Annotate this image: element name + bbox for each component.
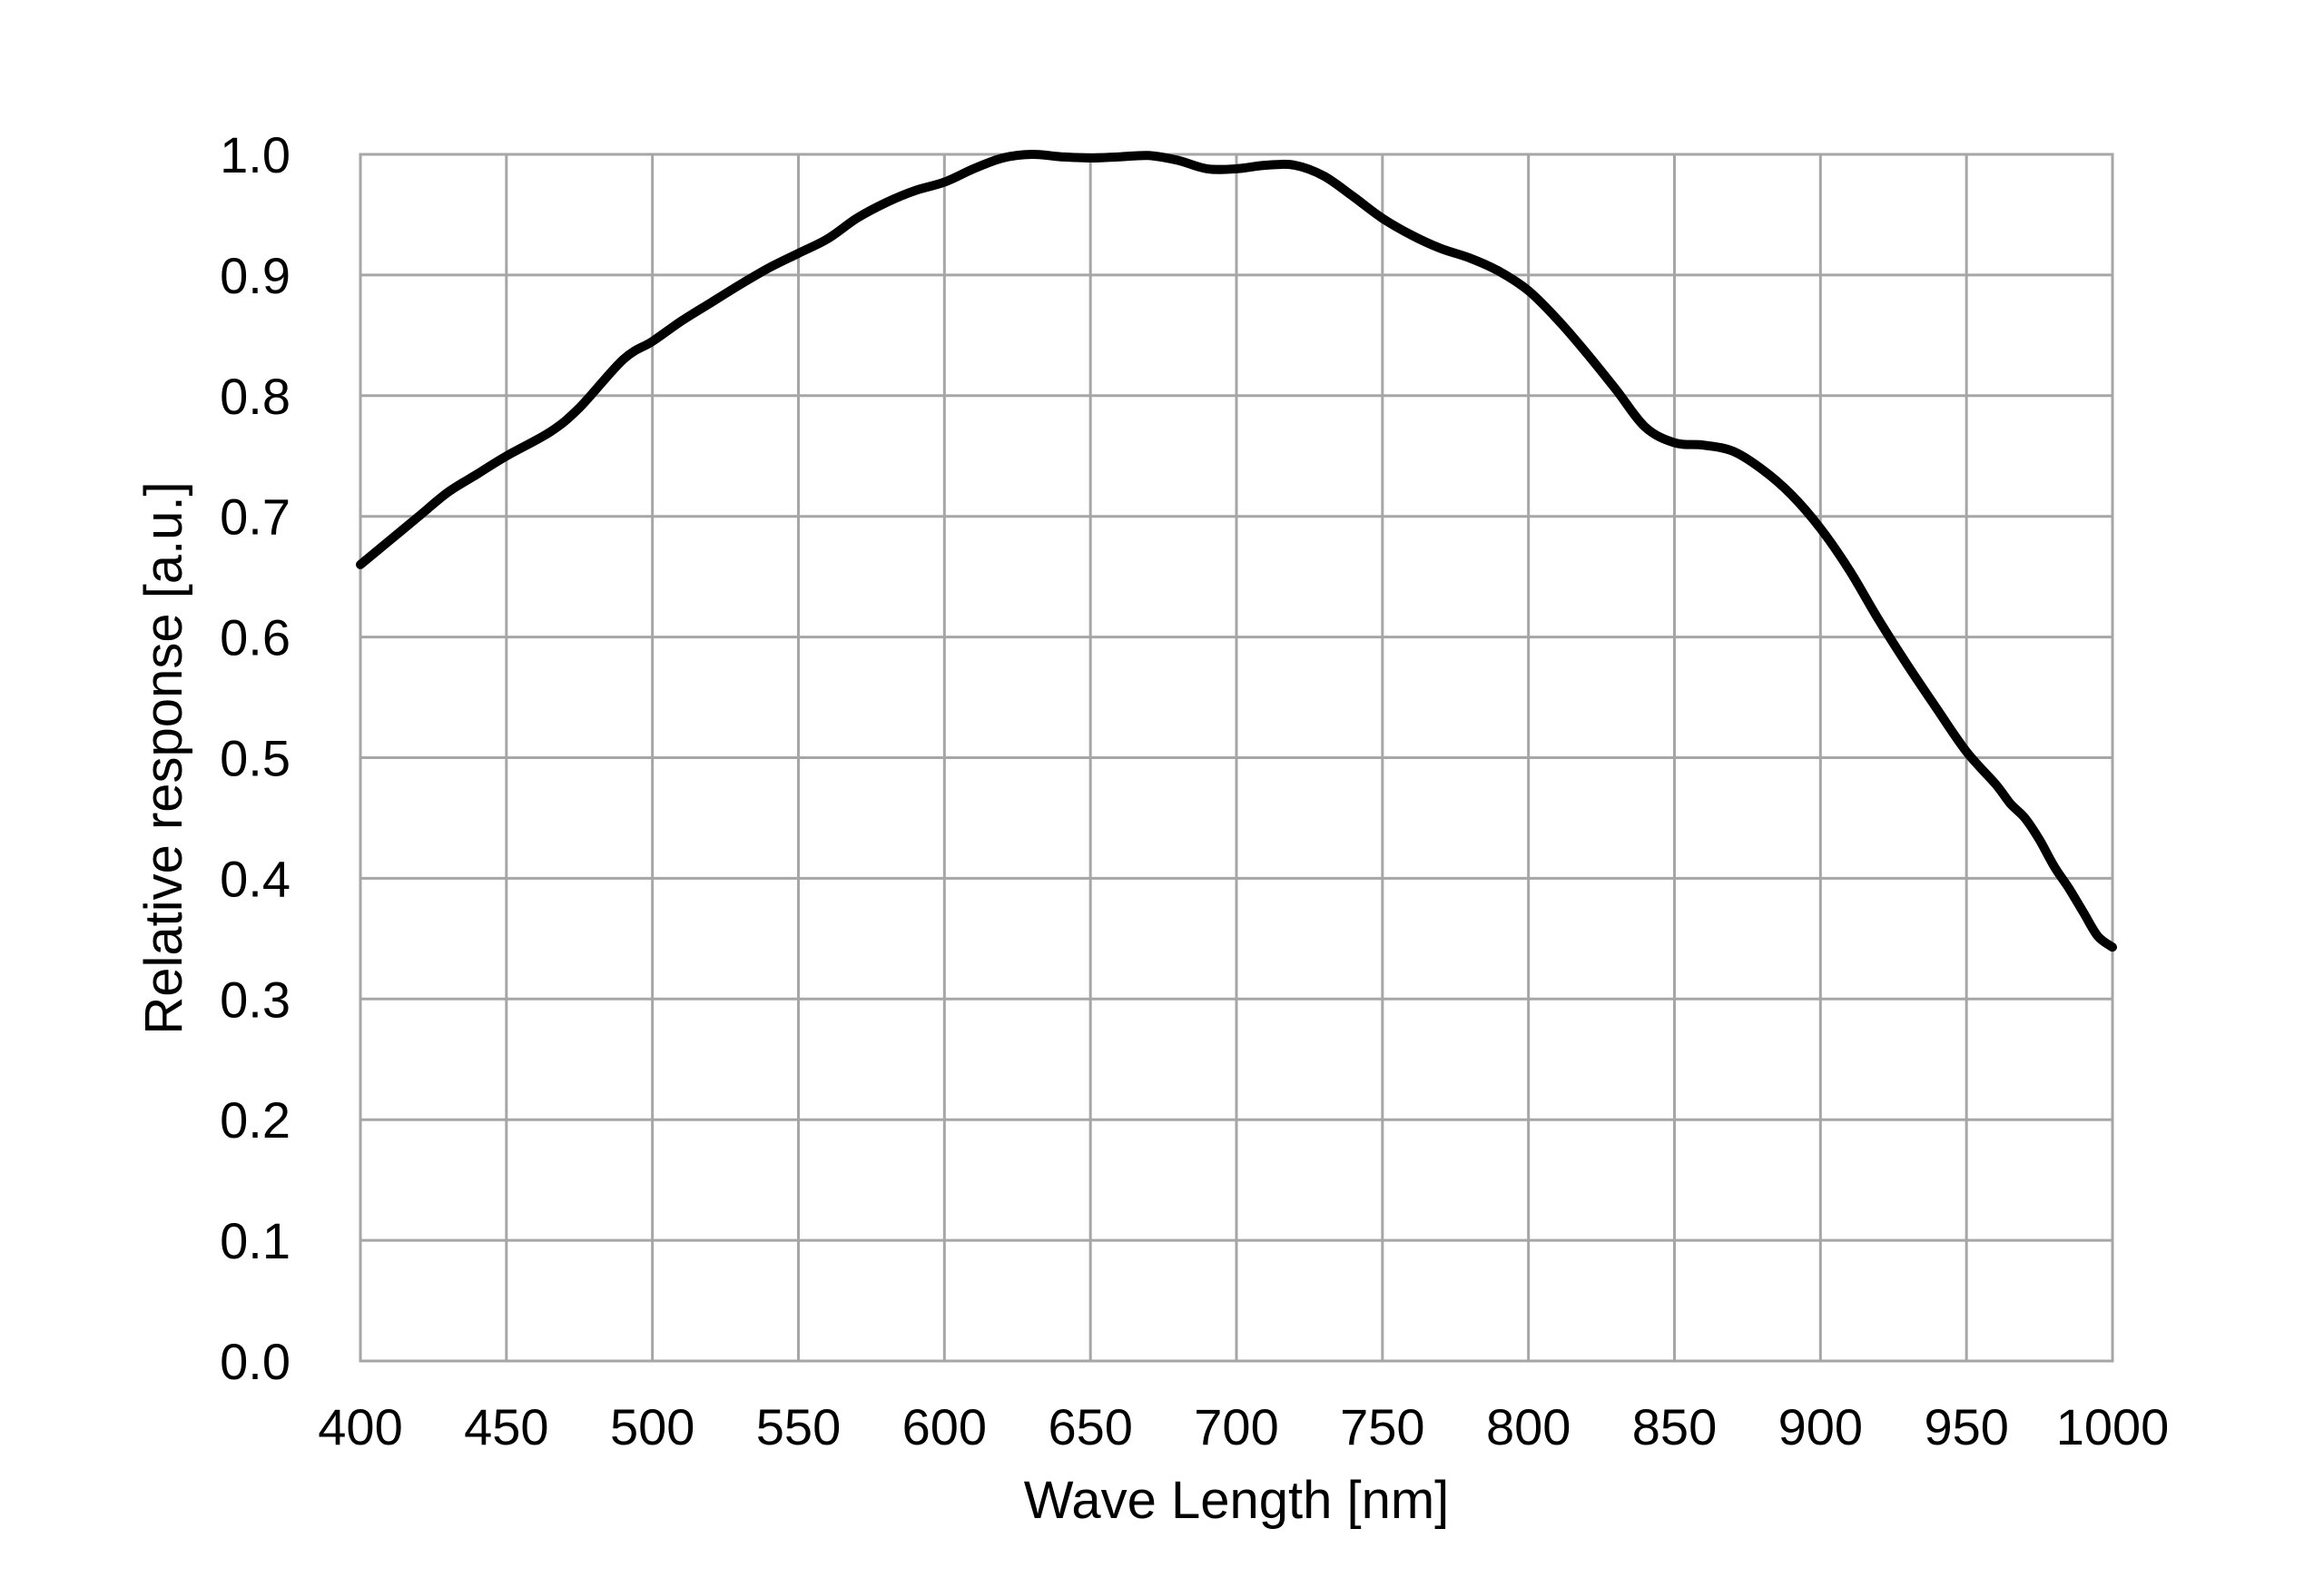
y-tick-label: 1.0 xyxy=(220,126,290,183)
x-tick-label: 1000 xyxy=(2056,1398,2170,1455)
x-tick-label: 750 xyxy=(1340,1398,1424,1455)
x-tick-label: 650 xyxy=(1048,1398,1132,1455)
y-tick-label: 0.0 xyxy=(220,1333,290,1390)
x-axis-title: Wave Length [nm] xyxy=(1024,1471,1450,1530)
y-tick-label: 0.3 xyxy=(220,971,290,1028)
y-tick-label: 0.4 xyxy=(220,850,290,907)
y-axis-title: Relative response [a.u.] xyxy=(134,481,193,1034)
x-tick-label: 700 xyxy=(1194,1398,1278,1455)
y-axis-tick-labels: 0.0 0.1 0.2 0.3 0.4 0.5 0.6 0.7 0.8 0.9 1.0 xyxy=(220,126,290,1390)
x-tick-label: 800 xyxy=(1486,1398,1571,1455)
y-tick-label: 0.2 xyxy=(220,1091,290,1149)
y-tick-label: 0.7 xyxy=(220,488,290,546)
x-tick-label: 600 xyxy=(902,1398,987,1455)
series-line xyxy=(356,149,2117,952)
y-tick-label: 0.1 xyxy=(220,1212,290,1269)
y-tick-label: 0.9 xyxy=(220,247,290,304)
plot-frame xyxy=(359,153,2114,1363)
x-tick-label: 550 xyxy=(756,1398,841,1455)
x-tick-label: 450 xyxy=(464,1398,548,1455)
y-tick-label: 0.5 xyxy=(220,730,290,787)
grid xyxy=(359,153,2114,1363)
x-tick-label: 850 xyxy=(1632,1398,1717,1455)
x-tick-label: 900 xyxy=(1778,1398,1863,1455)
x-axis-tick-labels: 400 450 500 550 600 650 700 750 800 850 900 950 1000 xyxy=(318,1398,2169,1455)
x-tick-label: 500 xyxy=(610,1398,694,1455)
x-tick-label: 400 xyxy=(318,1398,402,1455)
y-tick-label: 0.8 xyxy=(220,368,290,425)
x-tick-label: 950 xyxy=(1924,1398,2008,1455)
y-tick-label: 0.6 xyxy=(220,609,290,666)
series-group xyxy=(356,149,2117,952)
